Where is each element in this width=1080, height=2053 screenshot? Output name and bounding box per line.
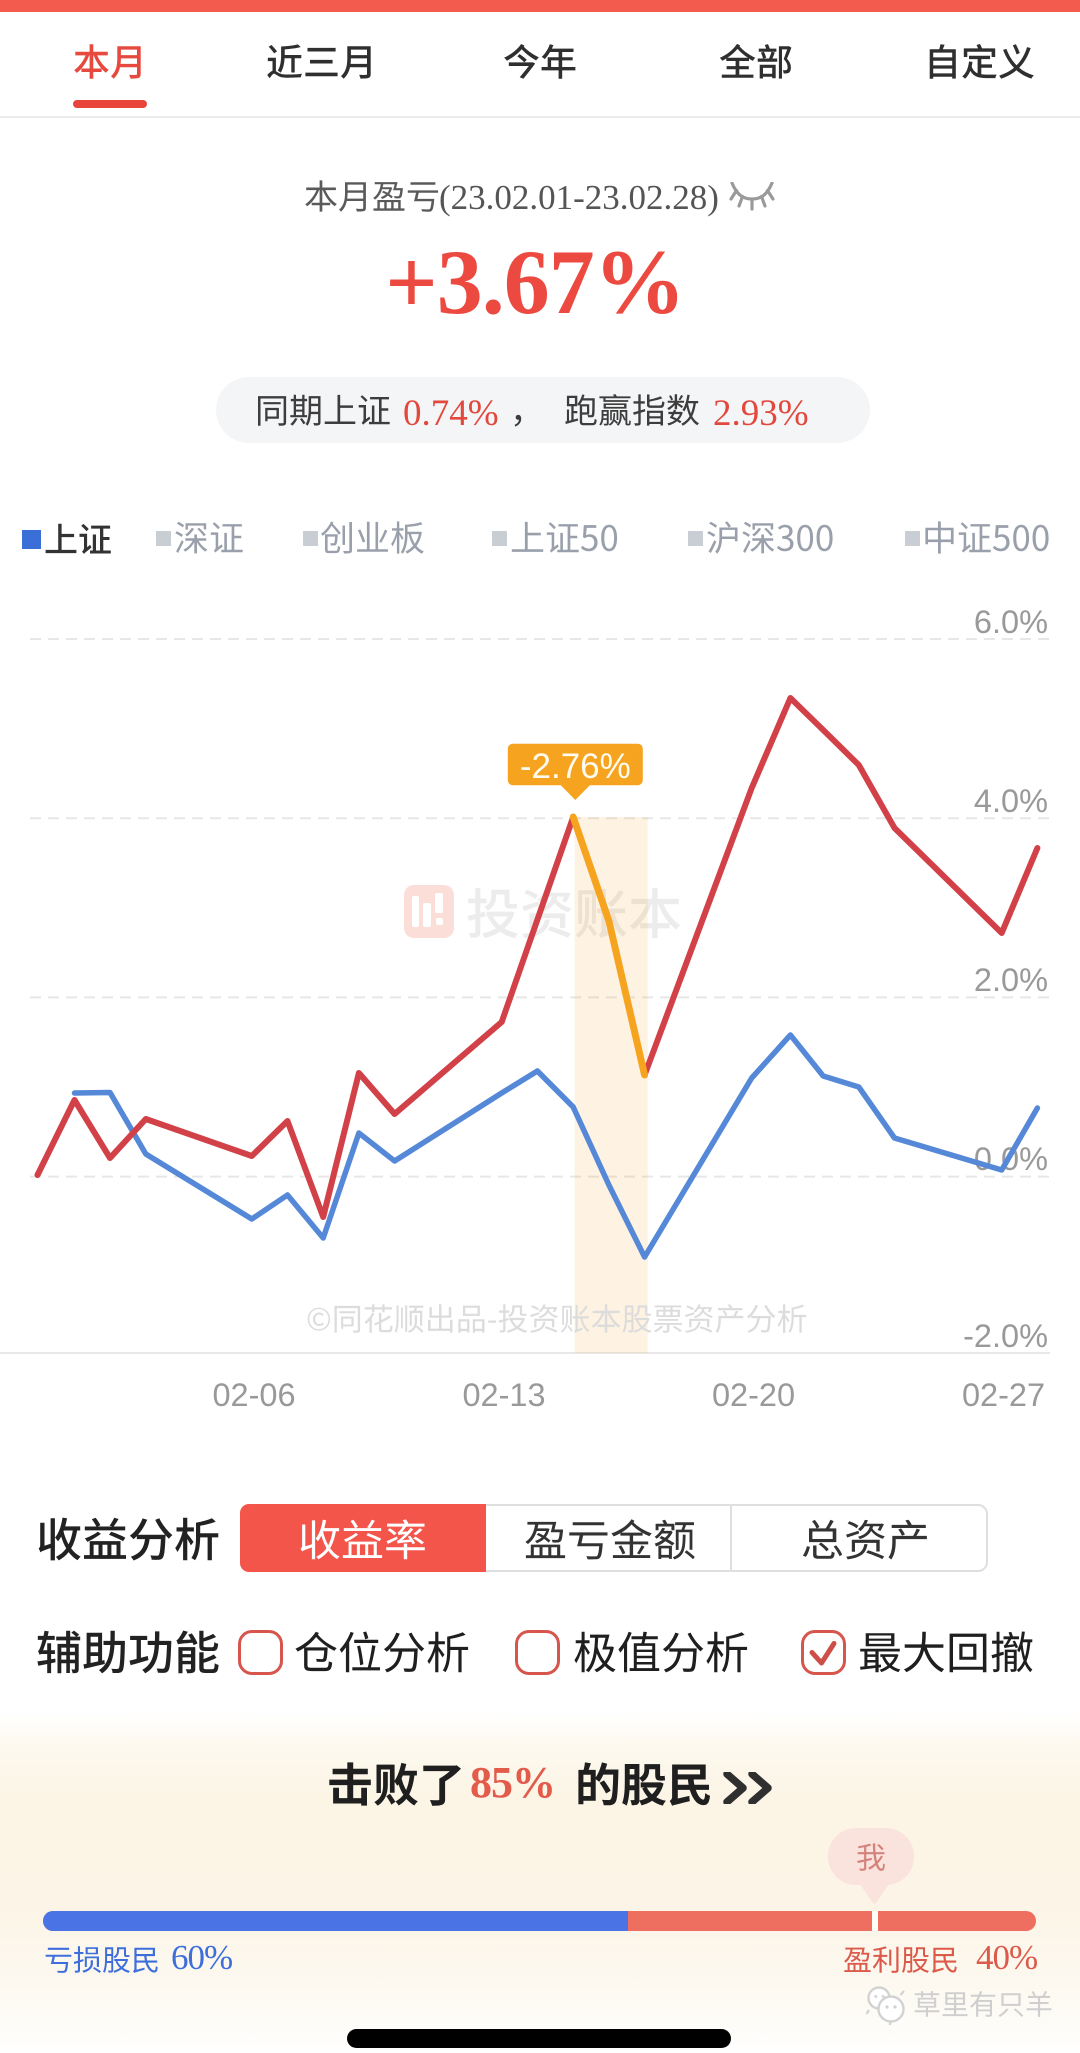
- svg-text:02-27: 02-27: [962, 1377, 1045, 1413]
- svg-text:2.0%: 2.0%: [974, 962, 1048, 998]
- svg-text:-2.0%: -2.0%: [963, 1318, 1048, 1354]
- svg-text:02-13: 02-13: [462, 1377, 545, 1413]
- svg-text:02-20: 02-20: [712, 1377, 795, 1413]
- svg-text:02-06: 02-06: [212, 1377, 295, 1413]
- svg-text:-2.76%: -2.76%: [520, 747, 631, 786]
- svg-text:4.0%: 4.0%: [974, 783, 1048, 819]
- svg-text:6.0%: 6.0%: [974, 604, 1048, 640]
